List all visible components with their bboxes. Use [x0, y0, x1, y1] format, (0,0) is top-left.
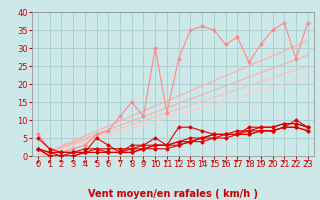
X-axis label: Vent moyen/en rafales ( km/h ): Vent moyen/en rafales ( km/h ): [88, 189, 258, 199]
